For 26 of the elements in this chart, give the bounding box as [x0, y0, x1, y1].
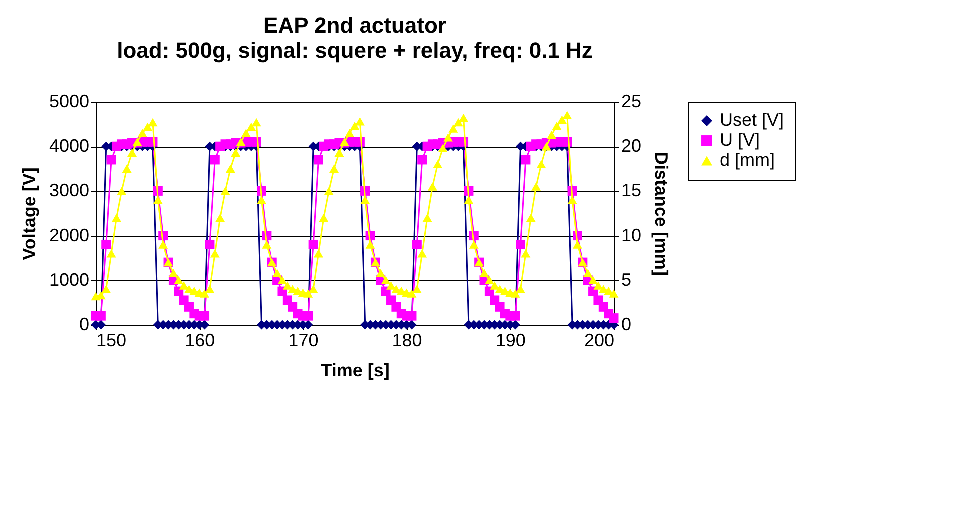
x-tick-label: 200 [584, 330, 614, 350]
x-tick-label: 170 [288, 330, 319, 350]
chart-title: EAP 2nd actuator [264, 13, 447, 38]
legend-label: U [V] [720, 130, 760, 150]
y2-tick-label: 0 [622, 314, 632, 334]
x-tick-label: 180 [392, 330, 422, 350]
y2-tick-label: 15 [622, 180, 642, 201]
chart-subtitle: load: 500g, signal: squere + relay, freq: 0.1 Hz [117, 38, 593, 63]
y2-tick-label: 25 [622, 92, 642, 112]
y-tick-label: 5000 [49, 92, 90, 112]
y-tick-label: 0 [79, 314, 90, 334]
x-tick-label: 190 [496, 330, 526, 350]
x-tick-label: 150 [96, 330, 127, 350]
legend-label: Uset [V] [720, 110, 784, 130]
y2-tick-label: 20 [622, 136, 642, 156]
legend-label: d [mm] [720, 150, 776, 170]
x-axis-title: Time [s] [321, 360, 390, 380]
y2-axis-title: Distance [mm] [652, 152, 672, 276]
y-tick-label: 1000 [49, 270, 90, 290]
y-axis-title: Voltage [V] [19, 168, 40, 260]
y-tick-label: 4000 [49, 136, 90, 156]
x-tick-label: 160 [185, 330, 216, 350]
y2-tick-label: 10 [622, 225, 642, 246]
y-tick-label: 3000 [49, 180, 90, 201]
y-tick-label: 2000 [49, 225, 90, 246]
y2-tick-label: 5 [622, 270, 632, 290]
